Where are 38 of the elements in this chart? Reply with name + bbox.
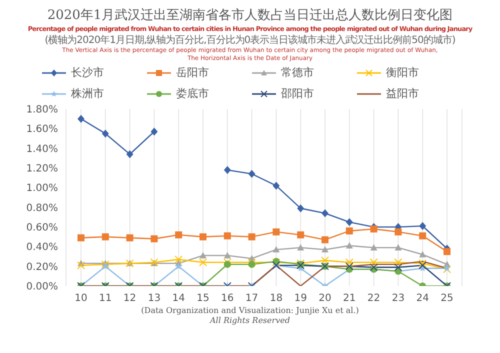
x-tick-label: 13	[148, 293, 161, 304]
x-tick-label: 24	[416, 293, 429, 304]
x-tick-label: 23	[392, 293, 405, 304]
legend-label: 邵阳市	[281, 86, 314, 101]
y-tick-label: 0.40%	[26, 242, 58, 254]
x-tick-label: 14	[172, 293, 185, 304]
legend-label: 岳阳市	[176, 65, 209, 80]
x-tick-label: 18	[270, 293, 283, 304]
x-tick-label: 19	[294, 293, 307, 304]
text: All Rights Reserved	[208, 316, 291, 326]
y-tick-label: 1.00%	[26, 183, 58, 194]
x-tick-label: 20	[318, 293, 332, 304]
legend-label: 衡阳市	[386, 65, 419, 80]
x-tick-label: 15	[196, 293, 210, 304]
legend-label: 常德市	[281, 65, 314, 80]
y-tick-label: 1.20%	[26, 164, 58, 175]
x-tick-label: 17	[245, 293, 258, 304]
text: (Data Organization and Visualization: Junjie Xu et al.)	[140, 306, 360, 316]
text: (横轴为2020年1月日期,纵轴为百分比,百分比为0表示当日该城市未进入武汉迁出比例前50的城市)	[44, 34, 456, 47]
y-tick-label: 1.40%	[26, 144, 58, 155]
x-tick-label: 16	[221, 293, 234, 304]
y-tick-label: 0.20%	[26, 262, 58, 273]
x-tick-label: 25	[440, 293, 454, 304]
y-tick-label: 0.00%	[26, 282, 58, 293]
x-tick-label: 21	[343, 293, 356, 304]
x-tick-label: 12	[123, 293, 136, 304]
x-tick-label: 11	[99, 293, 112, 304]
x-tick-label: 22	[367, 293, 380, 304]
y-tick-label: 1.60%	[26, 124, 58, 136]
y-tick-label: 0.60%	[26, 222, 58, 234]
legend-label: 益阳市	[386, 86, 419, 101]
chart-title: 2020年1月武汉迁出至湖南省各市人数占当日迁出总人数比例日变化图	[46, 8, 454, 24]
legend-label: 娄底市	[176, 86, 209, 101]
y-tick-label: 0.80%	[26, 202, 58, 214]
legend-label: 长沙市	[71, 65, 104, 80]
y-tick-label: 1.80%	[26, 104, 58, 116]
x-tick-label: 10	[74, 293, 88, 304]
legend-label: 株洲市	[71, 86, 104, 101]
